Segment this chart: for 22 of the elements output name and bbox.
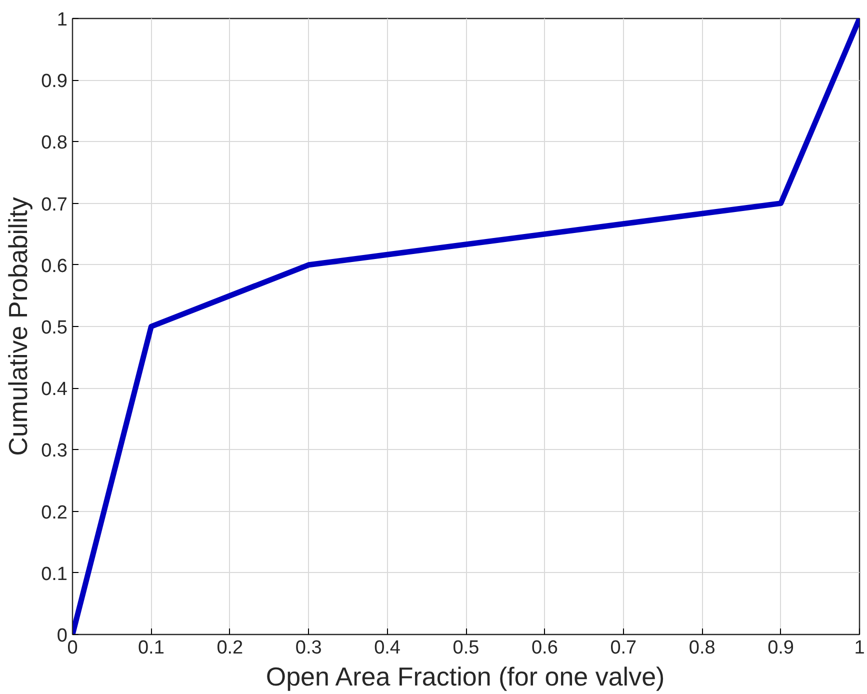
y-tick-label: 0.2 xyxy=(41,502,68,524)
x-tick-label: 0.8 xyxy=(688,638,716,658)
y-tick-label: 0.8 xyxy=(41,132,68,154)
x-tick-label: 0.9 xyxy=(768,638,794,658)
y-tick-label: 1 xyxy=(56,10,68,30)
x-axis-title: Open Area Fraction (for one valve) xyxy=(266,662,665,692)
x-tick-label: 0.2 xyxy=(216,638,244,658)
x-tick-label: 0.1 xyxy=(138,638,164,658)
x-tick-label: 0.7 xyxy=(610,638,637,658)
x-tick-label: 0.5 xyxy=(452,638,480,658)
y-tick-label: 0.5 xyxy=(41,318,68,338)
y-axis-title: Cumulative Probability xyxy=(3,197,34,456)
x-tick-label: 1 xyxy=(854,638,865,658)
y-tick-label: 0.3 xyxy=(41,440,68,462)
x-tick-label: 0.6 xyxy=(531,638,558,658)
y-tick-label: 0.6 xyxy=(41,256,68,277)
y-tick-label: 0.9 xyxy=(41,71,68,92)
y-tick-label: 0.4 xyxy=(41,379,68,400)
x-tick-label: 0.4 xyxy=(374,638,401,658)
x-tick-label: 0.3 xyxy=(295,638,322,658)
y-tick-label: 0.7 xyxy=(41,194,68,216)
y-tick-label: 0.1 xyxy=(41,564,68,585)
